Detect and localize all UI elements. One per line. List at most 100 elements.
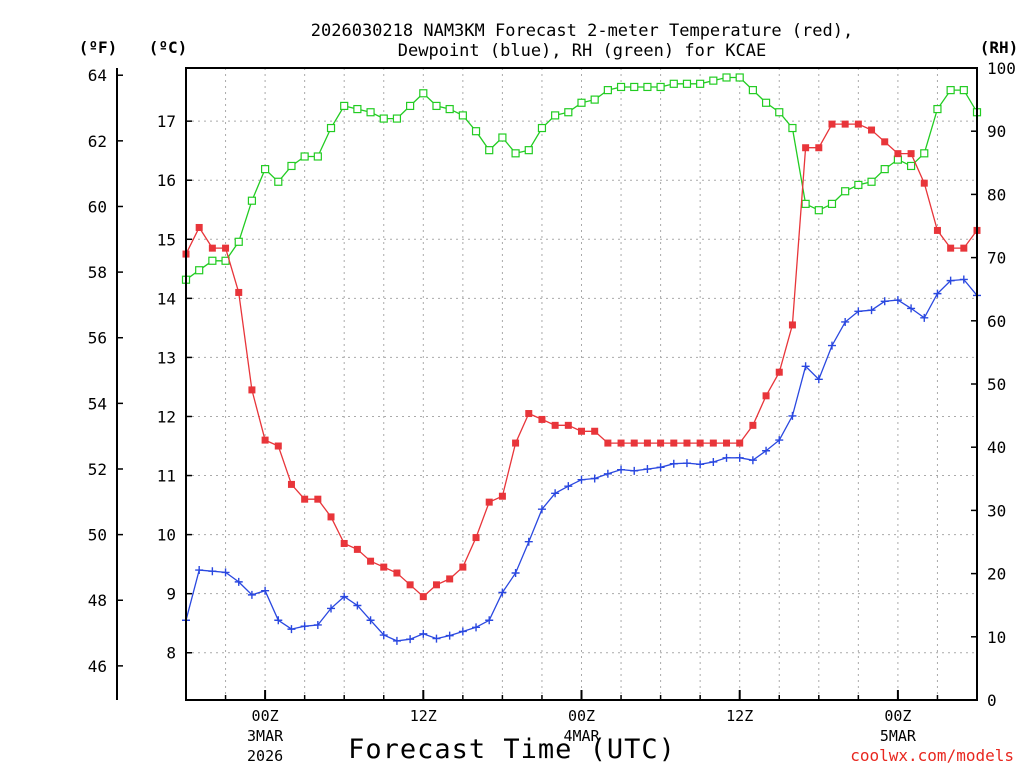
temperature-point bbox=[920, 179, 928, 187]
rh-point bbox=[801, 199, 810, 208]
rh-tick-label: 30 bbox=[987, 501, 1006, 520]
dewpoint-point bbox=[669, 459, 678, 468]
rh-point bbox=[682, 79, 692, 88]
rh-point bbox=[577, 98, 586, 107]
dewpoint-point bbox=[946, 276, 955, 285]
dewpoint-point bbox=[775, 436, 784, 445]
celsius-tick-label: 11 bbox=[157, 467, 176, 486]
temperature-point bbox=[736, 439, 744, 447]
temperature-point bbox=[696, 439, 704, 447]
temperature-point bbox=[749, 421, 757, 429]
temperature-point bbox=[630, 439, 638, 447]
rh-point bbox=[656, 82, 665, 92]
celsius-tick-label: 12 bbox=[157, 407, 176, 426]
temperature-point bbox=[907, 150, 915, 158]
temperature-point bbox=[498, 492, 506, 500]
rh-point bbox=[247, 196, 257, 205]
temperature-point bbox=[406, 581, 414, 589]
rh-point bbox=[353, 104, 362, 114]
fahrenheit-tick-label: 64 bbox=[88, 66, 107, 85]
dewpoint-point bbox=[577, 475, 586, 484]
celsius-tick-label: 17 bbox=[157, 112, 176, 131]
rh-tick-label: 40 bbox=[987, 438, 1006, 457]
dewpoint-point bbox=[801, 362, 810, 371]
dewpoint-point bbox=[603, 469, 612, 478]
chart-title-line1: 2026030218 NAM3KM Forecast 2-meter Tempe… bbox=[311, 21, 853, 41]
celsius-tick-label: 9 bbox=[166, 585, 176, 604]
dewpoint-point bbox=[748, 456, 757, 465]
rh-point bbox=[445, 104, 454, 114]
temperature-point bbox=[314, 495, 322, 503]
dewpoint-point bbox=[287, 625, 296, 634]
temperature-point bbox=[683, 439, 691, 447]
rh-point bbox=[340, 101, 349, 111]
temperature-point bbox=[287, 480, 295, 488]
x-tick-label: 12Z bbox=[410, 707, 437, 725]
celsius-unit-label: (ºC) bbox=[149, 38, 188, 57]
dewpoint-point bbox=[590, 474, 599, 483]
temperature-point bbox=[933, 226, 941, 234]
temperature-point bbox=[947, 244, 955, 252]
fahrenheit-unit-label: (ºF) bbox=[79, 38, 118, 57]
temperature-point bbox=[551, 421, 559, 429]
dewpoint-point bbox=[907, 304, 916, 313]
rh-point bbox=[959, 86, 968, 95]
temperature-point bbox=[327, 513, 335, 521]
rh-point bbox=[616, 82, 626, 92]
rh-point bbox=[326, 123, 336, 133]
dewpoint-point bbox=[643, 465, 652, 474]
rh-point bbox=[630, 82, 639, 92]
rh-point bbox=[880, 165, 889, 174]
dewpoint-point bbox=[696, 460, 705, 469]
rh-point bbox=[524, 146, 533, 155]
temperature-point bbox=[274, 442, 282, 450]
dewpoint-point bbox=[353, 601, 362, 610]
rh-tick-label: 10 bbox=[987, 628, 1006, 647]
temperature-point bbox=[894, 150, 902, 158]
dewpoint-point bbox=[788, 411, 797, 420]
x-tick-date-label: 5MAR bbox=[880, 727, 917, 745]
rh-point bbox=[564, 108, 573, 117]
rh-tick-label: 0 bbox=[987, 691, 997, 710]
celsius-tick-label: 15 bbox=[157, 230, 176, 249]
temperature-point bbox=[393, 569, 401, 577]
temperature-point bbox=[380, 563, 388, 571]
temperature-point bbox=[485, 498, 493, 506]
temperature-point bbox=[248, 386, 256, 394]
fahrenheit-tick-label: 50 bbox=[88, 526, 107, 545]
temperature-point bbox=[788, 321, 796, 329]
fahrenheit-tick-label: 56 bbox=[88, 329, 107, 348]
dewpoint-point bbox=[854, 307, 863, 316]
dewpoint-point bbox=[867, 306, 876, 315]
rh-tick-label: 50 bbox=[987, 375, 1006, 394]
rh-point bbox=[195, 266, 204, 275]
temperature-point bbox=[235, 288, 243, 296]
x-tick-date-label: 4MAR bbox=[563, 727, 600, 745]
rh-point bbox=[458, 111, 467, 120]
rh-point bbox=[419, 89, 428, 98]
rh-point bbox=[906, 161, 916, 171]
fahrenheit-tick-label: 58 bbox=[88, 263, 107, 282]
chart-title-line2: Dewpoint (blue), RH (green) for KCAE bbox=[398, 41, 766, 61]
dewpoint-point bbox=[432, 634, 441, 643]
dewpoint-point bbox=[234, 577, 243, 586]
rh-point bbox=[788, 123, 797, 133]
temperature-point bbox=[208, 244, 216, 252]
celsius-tick-label: 8 bbox=[166, 644, 176, 663]
temperature-point bbox=[841, 120, 849, 128]
dewpoint-point bbox=[551, 489, 560, 498]
rh-point bbox=[775, 108, 784, 117]
temperature-point bbox=[881, 138, 889, 146]
dewpoint-point bbox=[880, 297, 889, 306]
rh-unit-label: (RH) bbox=[980, 38, 1019, 57]
temperature-point bbox=[802, 144, 810, 152]
dewpoint-point bbox=[366, 616, 375, 625]
dewpoint-point bbox=[247, 590, 256, 599]
plot-frame bbox=[185, 67, 978, 701]
rh-point bbox=[643, 82, 652, 92]
rh-tick-label: 100 bbox=[987, 59, 1016, 78]
temperature-point bbox=[578, 427, 585, 435]
rh-point bbox=[274, 177, 283, 186]
dewpoint-point bbox=[274, 616, 283, 625]
fahrenheit-tick-label: 48 bbox=[88, 591, 107, 610]
